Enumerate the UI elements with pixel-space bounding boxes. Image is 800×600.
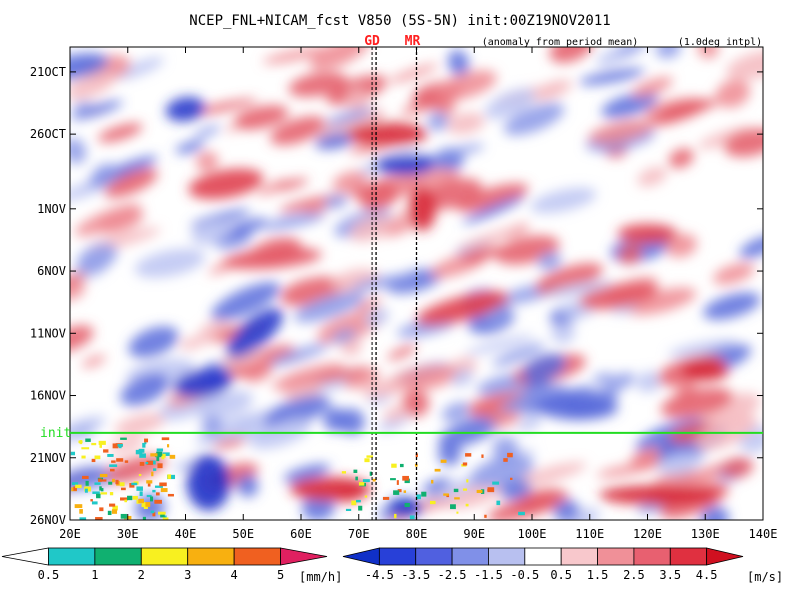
x-tick-label: 40E — [175, 527, 197, 541]
v850-colorbar: -4.5 -3.5 -2.5 -1.5 -0.5 0.5 1.5 2.5 3.5 4.5 — [342, 547, 744, 582]
colorbar-cell — [488, 547, 526, 566]
colorbar-label: 4 — [231, 568, 238, 582]
colorbar-label: -0.5 — [510, 568, 539, 582]
colorbar-label: 3 — [184, 568, 191, 582]
colorbar-cell — [280, 547, 328, 566]
marker-mr: MR — [405, 34, 421, 520]
colorbar-label: -2.5 — [438, 568, 467, 582]
marker-gd: GD — [364, 34, 380, 520]
x-tick-label: 90E — [463, 527, 485, 541]
x-tick-label: 110E — [575, 527, 604, 541]
colorbar-cell — [524, 547, 562, 566]
y-tick-label: 26OCT — [30, 127, 66, 141]
colorbar-label: 1 — [91, 568, 98, 582]
colorbar-label: 0.5 — [550, 568, 572, 582]
x-tick-label: 30E — [117, 527, 139, 541]
colorbar-label: 3.5 — [659, 568, 681, 582]
colorbar-cell — [597, 547, 635, 566]
y-tick-label: 21OCT — [30, 65, 66, 79]
marker-label: GD — [364, 34, 380, 49]
chart-title: NCEP_FNL+NICAM_fcst V850 (5S-5N) init:00… — [189, 13, 610, 29]
marker-label: MR — [405, 34, 421, 49]
colorbar-label: -1.5 — [474, 568, 503, 582]
colorbar-label: 2.5 — [623, 568, 645, 582]
x-tick-label: 130E — [691, 527, 720, 541]
x-tick-label: 140E — [749, 527, 778, 541]
colorbar-label: -3.5 — [401, 568, 430, 582]
colorbar-cell — [1, 547, 49, 566]
colorbar-label: 5 — [277, 568, 284, 582]
x-tick-label: 120E — [633, 527, 662, 541]
x-tick-label: 20E — [59, 527, 81, 541]
x-tick-label: 50E — [232, 527, 254, 541]
precip-unit: [mm/h] — [299, 570, 342, 584]
y-tick-label: 6NOV — [37, 264, 66, 278]
colorbar-cell — [415, 547, 453, 566]
colorbar-label: 4.5 — [696, 568, 718, 582]
x-tick-label: 80E — [406, 527, 428, 541]
colorbar-cell — [378, 547, 417, 566]
colorbar-cell — [706, 547, 744, 566]
plot-area — [70, 47, 763, 520]
chart-subtitle-left: (anomaly from period mean) — [482, 37, 639, 48]
y-tick-label: 11NOV — [30, 326, 66, 340]
colorbar-cell — [451, 547, 489, 566]
y-tick-label: 21NOV — [30, 451, 66, 465]
chart-subtitle-right: (1.0deg intpl) — [678, 37, 762, 48]
x-tick-label: 100E — [518, 527, 547, 541]
x-tick-label: 60E — [290, 527, 312, 541]
colorbar-label: 2 — [138, 568, 145, 582]
colorbar-cell — [560, 547, 598, 566]
colorbar-label: -4.5 — [365, 568, 394, 582]
colorbar-cell — [633, 547, 671, 566]
v-unit: [m/s] — [747, 570, 783, 584]
colorbar-cell — [187, 547, 235, 566]
colorbar-cell — [94, 547, 142, 566]
init-label: init — [40, 426, 71, 441]
colorbar-cell — [669, 547, 708, 566]
y-tick-label: 16NOV — [30, 389, 66, 403]
colorbar-cell — [48, 547, 96, 566]
precip-colorbar: 0.5 1 2 3 4 5 — [1, 547, 328, 582]
x-axis: 20E 30E 40E 50E 60E 70E 80E 90E 100E 110E 120E 130E… — [59, 47, 777, 541]
y-tick-label: 26NOV — [30, 513, 66, 527]
colorbar-cell — [342, 547, 380, 566]
colorbar-label: 1.5 — [587, 568, 609, 582]
colorbar-cell — [140, 547, 189, 566]
x-tick-label: 70E — [348, 527, 370, 541]
init-line: init — [40, 426, 763, 441]
y-axis: 21OCT 26OCT 1NOV 6NOV 11NOV 16NOV 21NOV 26NOV — [30, 65, 763, 527]
y-tick-label: 1NOV — [37, 202, 66, 216]
colorbar-label: 0.5 — [38, 568, 60, 582]
colorbar-cell — [233, 547, 281, 566]
